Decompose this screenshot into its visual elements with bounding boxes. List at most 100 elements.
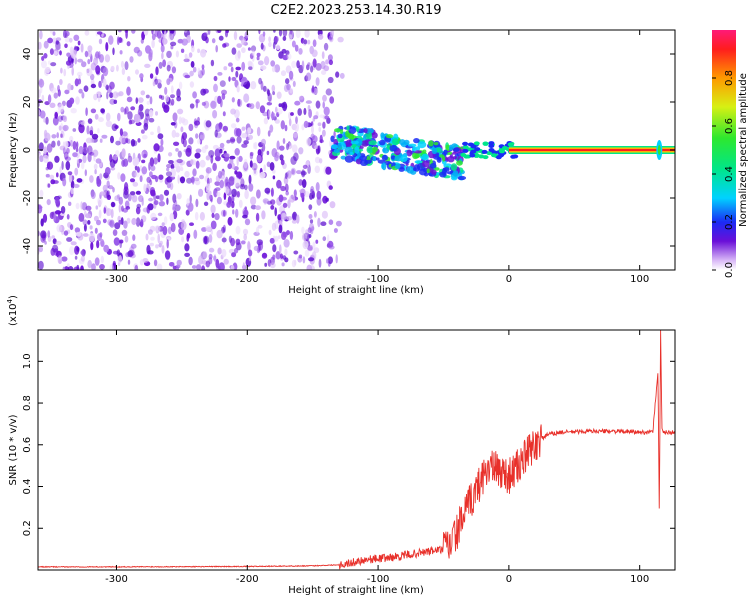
colorbar-label: Normalized spectral amplitude — [738, 73, 749, 227]
noise-speckle — [104, 54, 111, 63]
noise-speckle — [186, 232, 191, 239]
signal-blob — [417, 141, 427, 149]
noise-speckle — [158, 201, 165, 207]
noise-speckle — [208, 150, 215, 158]
noise-speckle — [110, 135, 114, 144]
noise-speckle — [322, 236, 327, 242]
noise-speckle — [328, 219, 334, 225]
noise-speckle — [299, 189, 306, 193]
noise-speckle — [85, 107, 88, 116]
noise-speckle — [223, 153, 230, 158]
noise-speckle — [261, 138, 266, 146]
noise-speckle — [240, 176, 244, 186]
noise-speckle — [90, 125, 94, 134]
noise-speckle — [67, 83, 72, 91]
noise-speckle — [324, 115, 330, 120]
noise-speckle — [290, 112, 294, 116]
noise-speckle — [59, 50, 62, 56]
noise-speckle — [203, 201, 209, 206]
noise-speckle — [149, 96, 153, 105]
noise-speckle — [184, 170, 190, 178]
snr-series-line — [38, 330, 675, 570]
noise-speckle — [235, 208, 239, 218]
noise-speckle — [205, 155, 211, 161]
noise-speckle — [95, 65, 101, 75]
noise-speckle — [61, 256, 68, 262]
noise-speckle — [274, 154, 279, 162]
noise-speckle — [263, 164, 267, 172]
noise-speckle — [175, 132, 180, 138]
y-tick-label: 0.6 — [22, 437, 33, 453]
signal-blob — [456, 160, 463, 166]
signal-blob — [356, 126, 360, 133]
noise-speckle — [292, 211, 298, 221]
noise-speckle — [231, 76, 237, 82]
signal-blob — [491, 153, 497, 158]
noise-speckle — [52, 244, 59, 253]
noise-speckle — [274, 64, 281, 73]
noise-speckle — [325, 59, 330, 65]
noise-speckle — [205, 167, 212, 174]
signal-blob — [473, 141, 480, 146]
noise-speckle — [74, 57, 77, 65]
noise-speckle — [80, 201, 83, 210]
noise-speckle — [262, 111, 269, 117]
noise-speckle — [157, 233, 160, 244]
signal-blob — [368, 140, 378, 146]
noise-speckle — [163, 189, 170, 196]
signal-blob — [349, 151, 354, 156]
noise-speckle — [307, 62, 311, 67]
noise-speckle — [190, 61, 195, 68]
noise-speckle — [261, 252, 268, 259]
noise-speckle — [325, 197, 329, 202]
noise-speckle — [118, 219, 122, 225]
noise-speckle — [213, 75, 218, 82]
noise-speckle — [51, 235, 55, 239]
noise-speckle — [271, 222, 277, 231]
noise-speckle — [45, 116, 49, 125]
noise-speckle — [154, 225, 161, 232]
noise-speckle — [177, 150, 182, 158]
signal-blob — [510, 154, 517, 159]
signal-blob — [414, 150, 422, 154]
noise-speckle — [53, 92, 58, 99]
noise-speckle — [232, 209, 235, 215]
noise-speckle — [275, 44, 281, 51]
noise-speckle — [115, 150, 120, 158]
noise-speckle — [128, 119, 133, 125]
noise-speckle — [199, 159, 206, 168]
noise-speckle — [131, 170, 137, 178]
noise-speckle — [84, 50, 89, 58]
noise-speckle — [118, 256, 121, 261]
noise-speckle — [141, 129, 145, 134]
noise-speckle — [94, 257, 100, 266]
noise-speckle — [300, 171, 307, 176]
noise-speckle — [77, 58, 84, 63]
noise-speckle — [165, 171, 173, 177]
noise-speckle — [317, 34, 324, 40]
noise-speckle — [280, 212, 287, 221]
signal-blob — [339, 129, 344, 134]
noise-speckle — [76, 71, 83, 77]
noise-speckle — [280, 159, 285, 166]
noise-speckle — [195, 133, 199, 139]
noise-speckle — [134, 264, 139, 270]
noise-speckle — [130, 106, 136, 111]
noise-speckle — [85, 137, 93, 144]
noise-speckle — [312, 58, 317, 68]
colorbar: 0.0 0.2 0.4 0.6 0.8 Normalized spectral ampl… — [712, 30, 749, 278]
noise-speckle — [270, 187, 274, 197]
noise-speckle — [109, 159, 116, 168]
colorbar-tick-label: 0.0 — [724, 262, 735, 278]
signal-blob — [359, 155, 367, 161]
noise-speckle — [276, 179, 282, 189]
noise-speckle — [123, 220, 128, 229]
noise-speckle — [107, 185, 114, 190]
noise-speckle — [292, 80, 296, 87]
noise-speckle — [56, 224, 62, 233]
signal-blob — [452, 170, 459, 177]
signal-blob — [429, 163, 437, 169]
noise-speckle — [214, 213, 220, 221]
noise-speckle — [189, 258, 193, 264]
noise-speckle — [47, 37, 53, 44]
